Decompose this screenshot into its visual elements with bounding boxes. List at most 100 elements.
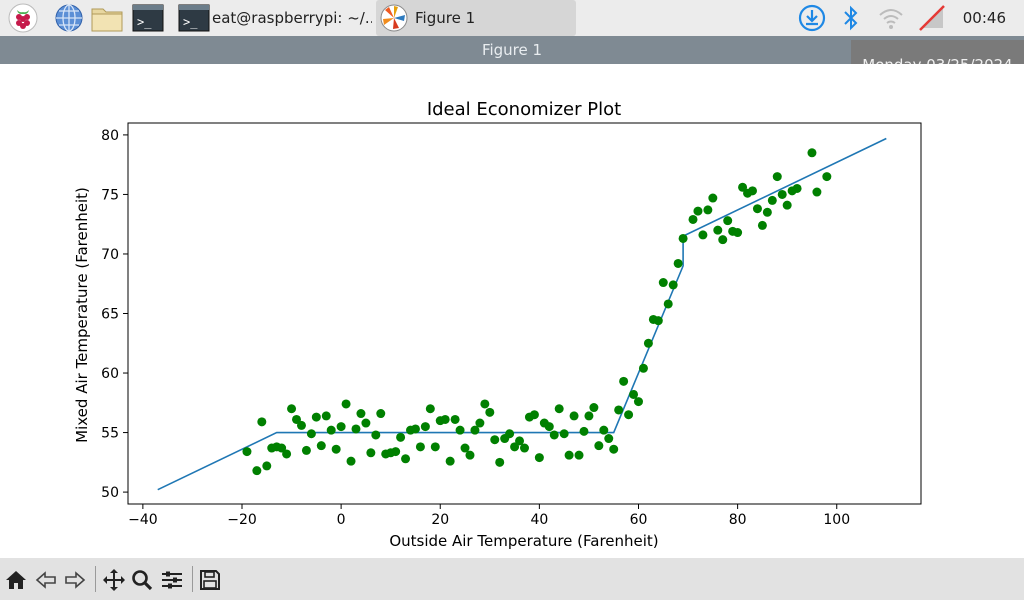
data-point [723, 216, 733, 226]
data-point [346, 456, 356, 466]
data-point [629, 389, 639, 399]
data-point [282, 449, 292, 459]
data-point [549, 430, 559, 440]
y-tick-label: 75 [101, 187, 119, 203]
data-point [366, 448, 376, 458]
data-point [604, 434, 614, 444]
y-tick-label: 80 [101, 128, 119, 144]
point-layer [242, 148, 832, 476]
y-tick-label: 70 [101, 247, 119, 263]
data-point [445, 456, 455, 466]
task-label: Figure 1 [415, 9, 476, 27]
data-point [544, 422, 554, 432]
data-point [440, 414, 450, 424]
data-point [410, 424, 420, 434]
data-point [663, 299, 673, 309]
data-point [425, 404, 435, 414]
svg-text:>_: >_ [137, 15, 152, 29]
data-point [752, 204, 762, 214]
terminal-icon: >_ [178, 4, 210, 32]
task-terminal-window[interactable]: >_ eat@raspberrypi: ~/... [176, 0, 372, 36]
x-tick-label: 100 [823, 512, 850, 528]
data-point [688, 214, 698, 224]
home-icon[interactable] [4, 568, 28, 592]
configure-subplots-icon[interactable] [160, 568, 184, 592]
pan-icon[interactable] [102, 568, 126, 592]
data-point [599, 425, 609, 435]
data-point [401, 454, 411, 464]
data-point [485, 407, 495, 417]
task-label: eat@raspberrypi: ~/... [212, 9, 372, 27]
data-point [589, 403, 599, 413]
data-point [777, 189, 787, 199]
y-tick-label: 65 [101, 307, 119, 323]
y-tick-label: 60 [101, 366, 119, 382]
y-axis-label: Mixed Air Temperature (Farenheit) [73, 187, 91, 443]
figure-canvas[interactable]: Ideal Economizer Plot −40 −20 0 20 40 60 80 100… [0, 64, 1024, 558]
data-point [762, 207, 772, 217]
wifi-icon[interactable] [876, 3, 906, 33]
data-point [391, 447, 401, 457]
data-point [534, 453, 544, 463]
data-point [708, 193, 718, 203]
data-point [584, 411, 594, 421]
data-point [287, 404, 297, 414]
data-point [619, 376, 629, 386]
ideal-economizer-line [157, 137, 887, 491]
x-tick-label: −20 [227, 512, 257, 528]
forward-arrow-icon[interactable] [63, 568, 87, 592]
data-point [633, 397, 643, 407]
toolbar-divider [192, 566, 193, 592]
x-tick-label: −40 [128, 512, 158, 528]
data-point [673, 258, 683, 268]
data-point [480, 399, 490, 409]
download-icon[interactable] [796, 3, 828, 33]
data-point [713, 225, 723, 235]
task-figure-window[interactable]: Figure 1 [376, 0, 576, 36]
data-point [792, 183, 802, 193]
data-point [510, 442, 520, 452]
data-point [420, 422, 430, 432]
data-point [306, 429, 316, 439]
file-manager-icon[interactable] [90, 3, 124, 33]
chart-title: Ideal Economizer Plot [427, 99, 621, 120]
matplotlib-icon [380, 4, 408, 32]
data-point [807, 148, 817, 158]
data-point [361, 418, 371, 428]
data-point [470, 425, 480, 435]
save-icon[interactable] [198, 568, 222, 592]
data-point [579, 426, 589, 436]
line-layer [157, 137, 887, 491]
raspberry-menu-icon[interactable] [6, 3, 40, 33]
x-tick-label: 20 [431, 512, 449, 528]
data-point [396, 432, 406, 442]
data-point [321, 411, 331, 421]
svg-text:>_: >_ [183, 15, 198, 29]
data-point [658, 278, 668, 288]
data-point [311, 412, 321, 422]
data-point [252, 466, 262, 476]
toolbar-divider [95, 566, 96, 592]
terminal-icon[interactable]: >_ [131, 3, 165, 33]
data-point [277, 443, 287, 453]
web-browser-icon[interactable] [53, 3, 85, 33]
data-point [257, 417, 267, 427]
bluetooth-icon[interactable] [838, 3, 864, 33]
data-point [638, 363, 648, 373]
data-point [529, 410, 539, 420]
data-point [371, 430, 381, 440]
data-point [643, 338, 653, 348]
x-tick-label: 80 [729, 512, 747, 528]
back-arrow-icon[interactable] [34, 568, 58, 592]
zoom-icon[interactable] [130, 568, 154, 592]
y-tick-label: 50 [101, 485, 119, 501]
data-point [554, 404, 564, 414]
data-point [678, 233, 688, 243]
x-tick-label: 0 [337, 512, 346, 528]
data-point [653, 316, 663, 326]
volume-muted-icon[interactable] [916, 3, 948, 33]
clock[interactable]: 00:46 [962, 9, 1006, 27]
data-point [698, 230, 708, 240]
data-point [505, 429, 515, 439]
data-point [460, 443, 470, 453]
